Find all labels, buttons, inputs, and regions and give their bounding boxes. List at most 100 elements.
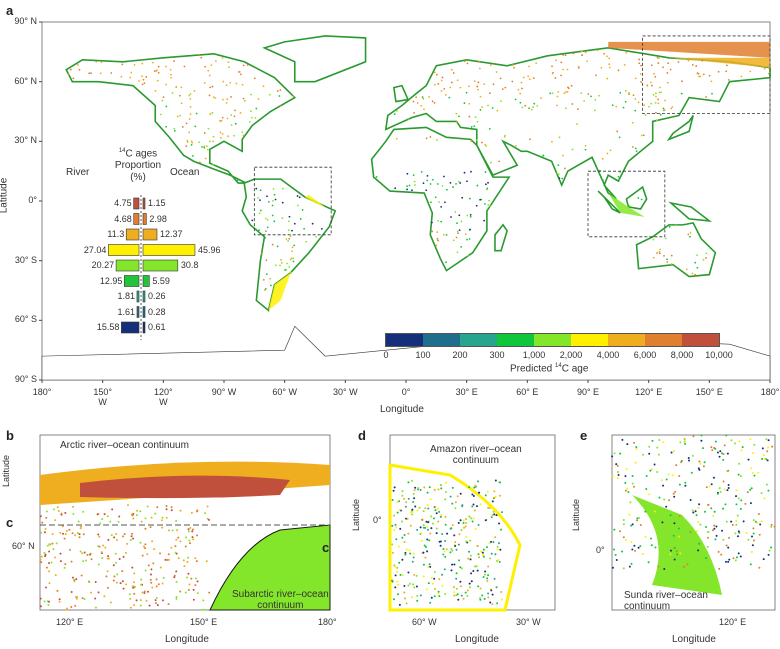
- river-point: [164, 558, 167, 561]
- river-point: [70, 591, 73, 594]
- river-point: [734, 532, 737, 535]
- river-point: [96, 513, 99, 516]
- river-point: [416, 528, 419, 531]
- river-point: [175, 86, 178, 88]
- river-point: [238, 71, 240, 73]
- river-point: [437, 219, 440, 222]
- land-borneo: [625, 185, 648, 210]
- river-point: [433, 83, 436, 86]
- river-point: [622, 536, 625, 539]
- river-point: [496, 109, 499, 112]
- river-point: [630, 524, 633, 527]
- river-point: [470, 572, 473, 575]
- river-point: [272, 199, 274, 202]
- river-point: [700, 439, 703, 442]
- river-point: [601, 157, 604, 160]
- river-point: [679, 534, 682, 537]
- river-point: [431, 100, 434, 103]
- river-point: [493, 490, 496, 493]
- river-point: [430, 201, 432, 204]
- river-point: [221, 116, 224, 119]
- river-point: [407, 481, 410, 484]
- colorbar-segment: [423, 334, 460, 346]
- river-point: [564, 107, 567, 110]
- river-point: [708, 485, 711, 488]
- river-point: [465, 91, 468, 94]
- river-point: [419, 594, 422, 597]
- river-point: [444, 593, 447, 596]
- river-point: [435, 244, 438, 247]
- river-point: [630, 562, 633, 565]
- river-point: [429, 498, 432, 501]
- river-point: [280, 261, 283, 264]
- colorbar-tick-label: 10,000: [705, 350, 733, 360]
- river-point: [490, 552, 493, 555]
- river-point: [498, 522, 501, 525]
- river-point: [673, 547, 676, 550]
- river-point: [79, 527, 82, 530]
- river-point: [631, 474, 634, 477]
- river-point: [736, 535, 739, 538]
- river-point: [761, 457, 764, 460]
- river-point: [489, 557, 492, 560]
- river-point: [711, 449, 714, 452]
- river-point: [54, 574, 57, 577]
- river-point: [405, 602, 408, 605]
- river-point: [436, 231, 439, 234]
- colorbar-tick-label: 4,000: [596, 350, 620, 360]
- river-point: [64, 511, 67, 514]
- river-point: [151, 540, 154, 543]
- river-point: [184, 545, 187, 548]
- river-point: [730, 520, 733, 523]
- river-point: [540, 97, 543, 100]
- river-point: [767, 72, 770, 75]
- river-point: [455, 594, 458, 597]
- river-point: [139, 541, 142, 544]
- river-point: [258, 229, 260, 232]
- river-point: [456, 79, 459, 82]
- river-point: [148, 604, 151, 607]
- river-point: [698, 468, 701, 471]
- river-point: [230, 114, 233, 117]
- river-point: [77, 520, 80, 523]
- river-point: [315, 235, 317, 238]
- river-point: [189, 526, 192, 529]
- river-point: [633, 485, 636, 488]
- river-point: [415, 585, 418, 588]
- river-point: [635, 446, 638, 449]
- river-point: [666, 258, 668, 261]
- river-point: [721, 529, 724, 532]
- river-point: [626, 487, 629, 490]
- river-point: [131, 514, 134, 517]
- inset-bar-river: [136, 290, 140, 303]
- river-point: [722, 453, 725, 456]
- river-point: [519, 92, 522, 95]
- river-point: [443, 175, 445, 178]
- river-point: [135, 599, 138, 602]
- river-point: [398, 508, 401, 511]
- river-point: [469, 554, 472, 557]
- river-point: [613, 528, 616, 531]
- river-point: [631, 482, 634, 485]
- river-point: [740, 449, 743, 452]
- river-point: [191, 154, 194, 157]
- river-point: [717, 70, 720, 73]
- river-point: [749, 70, 752, 73]
- river-point: [236, 179, 239, 182]
- river-point: [196, 580, 199, 583]
- river-point: [401, 494, 404, 497]
- river-point: [760, 492, 763, 495]
- river-point: [167, 529, 170, 532]
- river-point: [413, 180, 416, 183]
- river-point: [208, 74, 211, 77]
- river-point: [276, 90, 279, 93]
- river-point: [606, 77, 609, 80]
- river-point: [464, 591, 467, 594]
- river-point: [463, 102, 466, 104]
- colorbar-segment: [386, 334, 423, 346]
- river-point: [628, 565, 631, 568]
- river-point: [155, 578, 158, 581]
- river-point: [243, 99, 246, 102]
- river-point: [435, 73, 438, 76]
- river-point: [656, 119, 658, 122]
